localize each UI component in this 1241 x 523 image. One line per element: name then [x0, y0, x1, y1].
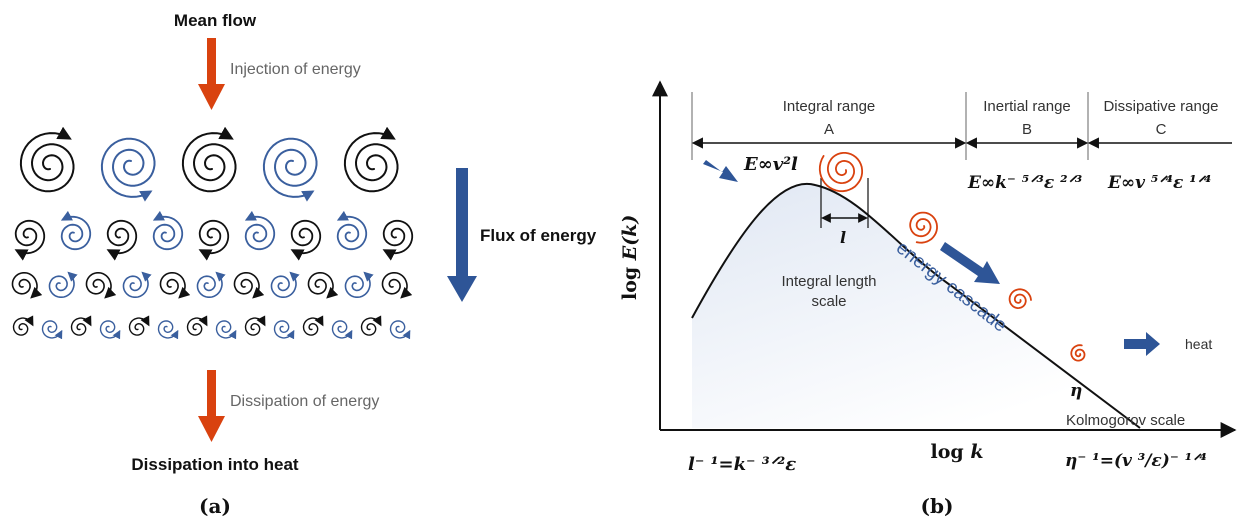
- flux-label: Flux of energy: [480, 226, 597, 245]
- panel-a: Mean flow Injection of energy Flux of en…: [11, 11, 597, 518]
- black-eddy-spiral: [244, 315, 266, 336]
- blue-eddy-spiral: [336, 210, 368, 251]
- integral-length-label-line2: scale: [811, 293, 846, 310]
- caption-b: (b): [921, 494, 954, 518]
- orange-eddy-spiral: [818, 152, 863, 193]
- x-axis-label: log k: [931, 441, 984, 463]
- blue-eddy-spiral: [152, 210, 184, 251]
- black-eddy-spiral: [70, 315, 92, 336]
- blue-eddy-spiral: [196, 271, 226, 298]
- black-eddy-spiral: [106, 219, 138, 261]
- injection-arrow: [198, 38, 225, 110]
- blue-eddy-spiral: [157, 320, 179, 340]
- black-eddy-spiral: [381, 272, 413, 299]
- black-eddy-spiral: [186, 315, 208, 336]
- range-a-name: Integral range: [783, 98, 876, 115]
- black-eddy-spiral: [233, 272, 265, 299]
- right-formula: η⁻ ¹=(v ³/ε)⁻ ¹ᐟ⁴: [1065, 451, 1207, 471]
- orange-eddy-spiral: [909, 211, 938, 244]
- blue-eddy-spiral: [48, 271, 78, 298]
- eddy-field: [11, 126, 414, 340]
- range-b-letter: B: [1022, 121, 1032, 138]
- black-eddy-spiral: [11, 272, 43, 299]
- black-eddy-spiral: [302, 315, 324, 336]
- black-eddy-spiral: [382, 219, 414, 261]
- black-eddy-spiral: [14, 219, 46, 261]
- injection-label: Injection of energy: [230, 61, 361, 78]
- energy-spectrum-curve: [691, 182, 1141, 429]
- blue-eddy-spiral: [262, 137, 318, 202]
- eta-symbol: η: [1070, 381, 1082, 401]
- black-eddy-spiral: [343, 126, 399, 193]
- panel-b: Integral range A Inertial range B Dissip…: [619, 80, 1237, 518]
- blue-eddy-spiral: [215, 320, 237, 340]
- range-c-letter: C: [1156, 121, 1167, 138]
- eddy-spirals: [818, 152, 1086, 362]
- black-eddy-spiral: [198, 219, 230, 261]
- blue-eddy-spiral: [99, 320, 121, 340]
- l-symbol: l: [840, 228, 846, 247]
- blue-eddy-spiral: [273, 320, 295, 340]
- black-eddy-spiral: [128, 315, 150, 336]
- black-eddy-spiral: [360, 315, 382, 336]
- heat-label: heat: [1185, 336, 1212, 352]
- black-eddy-spiral: [12, 315, 34, 336]
- blue-eddy-spiral: [100, 137, 156, 202]
- blue-eddy-spiral: [389, 320, 411, 340]
- caption-a: (a): [199, 494, 231, 518]
- range-c-name: Dissipative range: [1103, 98, 1218, 115]
- spectrum-fill: [692, 183, 1140, 428]
- cascade-arrow: [940, 242, 1000, 284]
- black-eddy-spiral: [159, 272, 191, 299]
- dissipation-arrow: [198, 370, 225, 442]
- black-eddy-spiral: [290, 219, 322, 261]
- range-c-formula: E∞v ⁵ᐟ⁴ε ¹ᐟ⁴: [1107, 173, 1211, 193]
- blue-eddy-spiral: [60, 210, 92, 251]
- black-eddy-spiral: [181, 126, 237, 193]
- blue-eddy-spiral: [41, 320, 63, 340]
- black-eddy-spiral: [19, 126, 75, 193]
- orange-eddy-spiral: [1008, 288, 1032, 310]
- orange-eddy-spiral: [1070, 344, 1086, 362]
- black-eddy-spiral: [307, 272, 339, 299]
- blue-eddy-spiral: [122, 271, 152, 298]
- kolmogorov-label: Kolmogorov scale: [1066, 412, 1185, 429]
- y-axis-label: log E(k): [619, 215, 641, 300]
- heat-arrow: [1124, 332, 1160, 356]
- black-eddy-spiral: [85, 272, 117, 299]
- dissipation-label: Dissipation of energy: [230, 393, 379, 410]
- blue-eddy-spiral: [331, 320, 353, 340]
- flux-arrow: [447, 168, 477, 302]
- range-b-formula: E∞k⁻ ⁵ᐟ³ε ²ᐟ³: [967, 173, 1082, 193]
- range-a-letter: A: [824, 121, 834, 138]
- range-b-name: Inertial range: [983, 98, 1071, 115]
- integral-length-label-line1: Integral length: [781, 273, 876, 290]
- mean-flow-title: Mean flow: [174, 11, 257, 30]
- injection-arrow-b: [703, 160, 738, 182]
- blue-eddy-spiral: [344, 271, 374, 298]
- range-a-formula: E∞v²l: [743, 154, 798, 175]
- blue-eddy-spiral: [270, 271, 300, 298]
- left-formula: l⁻ ¹=k⁻ ³ᐟ²ε: [688, 454, 796, 475]
- blue-eddy-spiral: [244, 210, 276, 251]
- dissipation-heat-title: Dissipation into heat: [131, 455, 299, 474]
